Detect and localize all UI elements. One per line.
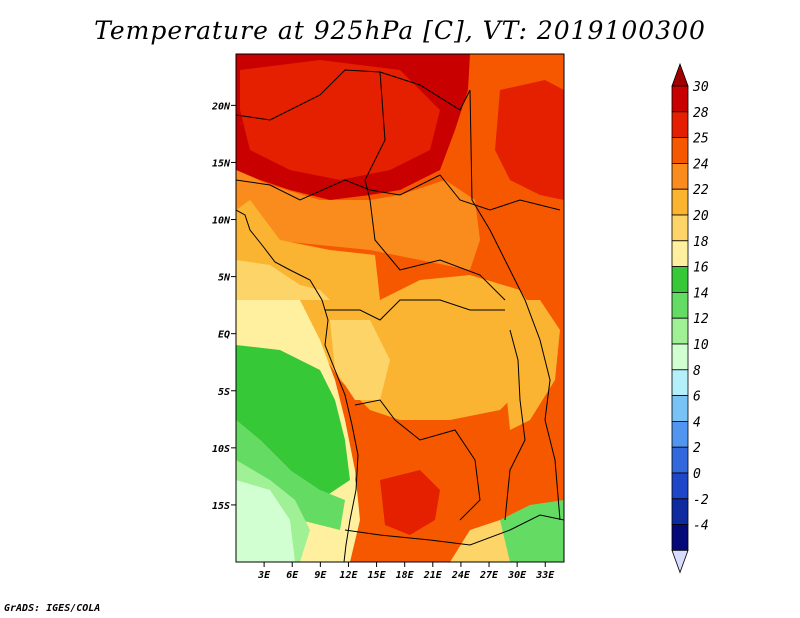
border-north-a <box>236 69 471 121</box>
field-ocean-midgreen <box>236 420 345 530</box>
colorbar-segment-2 <box>671 137 689 164</box>
lat-tick-label: 15S <box>212 501 230 512</box>
border-central-a <box>369 199 506 301</box>
colorbar-segment-12 <box>671 395 689 422</box>
colorbar-top-arrow <box>671 62 689 87</box>
field-se-green <box>495 500 564 562</box>
colorbar-label: 0 <box>693 467 701 482</box>
lon-tick-label: 3E <box>257 570 271 581</box>
colorbar-label: 4 <box>693 415 701 430</box>
field-lakes-yellow <box>505 300 560 430</box>
colorbar-label: 18 <box>693 235 709 250</box>
colorbar-label: -4 <box>693 519 709 534</box>
colorbar-segment-0 <box>671 85 689 113</box>
field-coast-pale <box>236 260 330 300</box>
colorbar-segment-6 <box>671 240 689 268</box>
map-frame <box>235 53 565 563</box>
lon-tick-label: 30E <box>507 570 527 581</box>
colorbar-label: 8 <box>693 364 701 379</box>
lon-tick-label: 27E <box>479 570 499 581</box>
colorbar-label: 20 <box>693 209 709 224</box>
colorbar-label: 25 <box>693 132 709 147</box>
colorbar-segment-10 <box>671 343 689 371</box>
colorbar-segment-8 <box>671 291 689 319</box>
colorbar-label: 10 <box>693 338 709 353</box>
lat-tick-label: 5N <box>218 273 231 284</box>
map-title: Temperature at 925hPa [C], VT: 201910030… <box>94 16 706 45</box>
colorbar-segment-5 <box>671 214 689 242</box>
field-south-red <box>380 470 440 535</box>
borders-layer <box>236 69 564 562</box>
colorbar-segment-13 <box>671 420 689 448</box>
axis-ticks: 3E 6E 9E 12E 15E 18E 21E 24E 27E 30E 33E 20N 15N 10N 5… <box>211 101 555 581</box>
field-east-hot <box>495 80 564 200</box>
colorbar-label: 22 <box>693 183 709 198</box>
grads-credit: GrADS: IGES/COLA <box>4 603 101 614</box>
colorbar-label: 24 <box>693 157 709 172</box>
colorbar-segment-1 <box>671 111 689 139</box>
colorbar-label: -2 <box>693 493 709 508</box>
colorbar-label: 12 <box>693 312 709 327</box>
border-lakes <box>504 329 526 521</box>
lat-tick-label: 10N <box>212 216 231 227</box>
colorbar-segment-9 <box>671 317 689 345</box>
colorbar-label: 14 <box>693 286 709 301</box>
field-ocean-green <box>236 345 350 500</box>
lat-tick-label: 20N <box>211 101 231 112</box>
colorbar-label: 16 <box>693 261 709 276</box>
colorbar-bottom-arrow <box>671 550 689 574</box>
lon-tick-label: 24E <box>451 570 471 581</box>
colorbar-segment-3 <box>671 162 689 190</box>
lon-tick-label: 18E <box>396 570 415 581</box>
lat-tick-label: 15N <box>212 158 231 169</box>
lon-tick-label: 15E <box>368 570 387 581</box>
lat-tick-label: 5S <box>218 387 230 398</box>
lat-tick-label: 10S <box>212 444 230 455</box>
lon-tick-label: 9E <box>314 570 327 581</box>
field-sahel-orange <box>236 170 480 270</box>
colorbar-label: 6 <box>693 390 701 405</box>
colorbar-segment-15 <box>671 472 689 500</box>
lon-tick-label: 33E <box>535 570 555 581</box>
field-congo-pale <box>330 320 390 400</box>
coastline-west <box>236 209 359 562</box>
border-north-b <box>364 71 386 201</box>
field-sahara-core <box>240 60 440 180</box>
border-south <box>344 514 564 546</box>
colorbar-segment-14 <box>671 446 689 474</box>
border-congo <box>354 399 481 521</box>
border-sahel <box>236 174 561 211</box>
lon-tick-label: 6E <box>286 570 299 581</box>
lon-tick-label: 21E <box>423 570 443 581</box>
colorbar-segment-7 <box>671 266 689 293</box>
colorbar-segment-4 <box>671 188 689 216</box>
colorbar-segment-11 <box>671 369 689 396</box>
colorbar-label: 30 <box>692 80 709 95</box>
lat-tick-label: EQ <box>218 330 230 341</box>
field-ocean-cyan <box>236 480 295 562</box>
colorbar-label: 2 <box>693 441 701 456</box>
colorbar-label: 28 <box>693 106 709 121</box>
colorbar-segment-17 <box>671 524 689 551</box>
border-east <box>469 89 561 521</box>
lon-tick-label: 12E <box>339 570 358 581</box>
temperature-field <box>236 54 564 562</box>
border-central-b <box>325 299 505 321</box>
colorbar-segment-16 <box>671 498 689 525</box>
